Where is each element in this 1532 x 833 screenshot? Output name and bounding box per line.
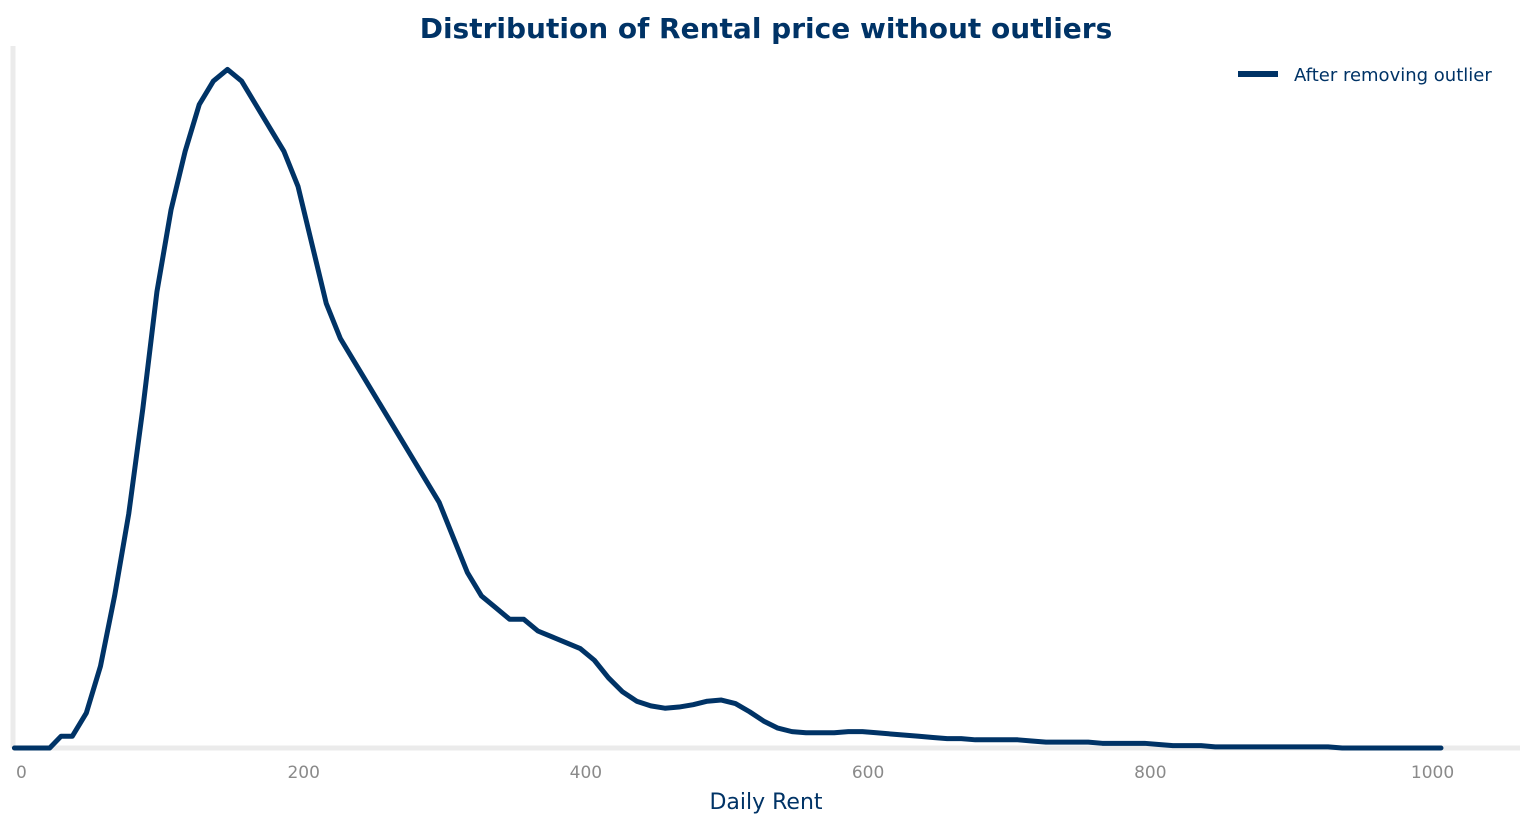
x-tick-label: 600 (852, 763, 884, 783)
series-line-after-removing-outlier (11, 66, 1444, 751)
legend-label: After removing outlier (1294, 65, 1492, 86)
chart-title: Distribution of Rental price without out… (420, 12, 1113, 45)
x-axis-ticks: 0 200 400 600 800 1000 (16, 763, 1454, 783)
x-tick-label: 400 (570, 763, 602, 783)
x-tick-label: 0 (16, 763, 27, 783)
x-axis-label: Daily Rent (709, 790, 822, 815)
x-tick-label: 200 (287, 763, 319, 783)
legend: After removing outlier (1238, 65, 1492, 86)
x-tick-label: 1000 (1411, 763, 1454, 783)
x-tick-label: 800 (1134, 763, 1166, 783)
